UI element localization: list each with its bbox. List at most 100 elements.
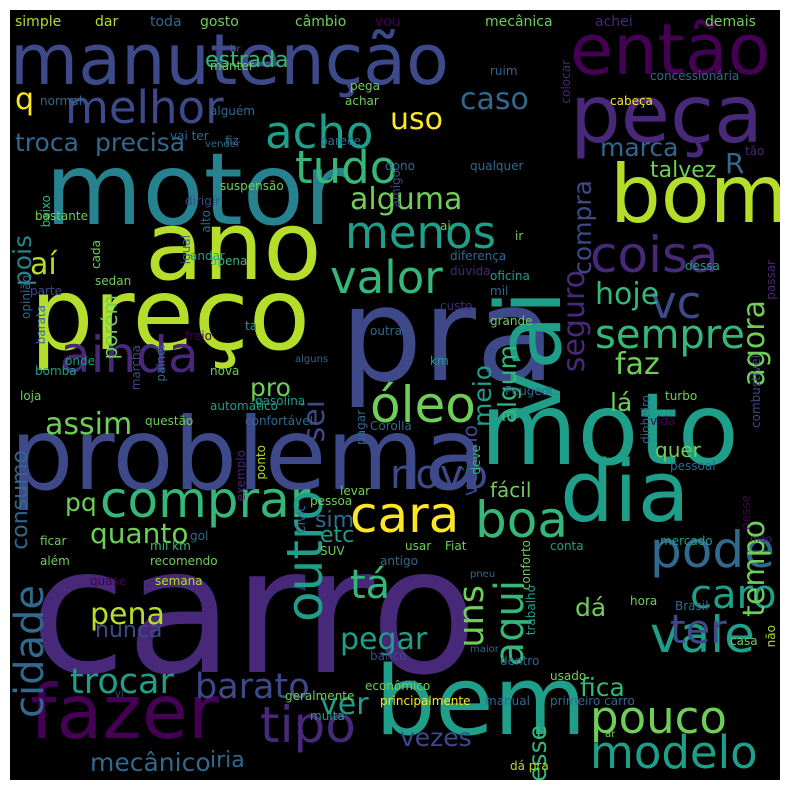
word-quer: quer [655, 438, 701, 462]
word-mil-km: mil km [150, 539, 191, 553]
word-quanto: quanto [90, 517, 189, 550]
word-combustivel: combustível [749, 355, 763, 428]
word-vc: vc [650, 276, 702, 329]
word-gol: gol [190, 529, 209, 543]
word-vai-ter: vai ter [170, 129, 209, 143]
word-ver: ver [320, 687, 369, 722]
word-caro: caro [690, 572, 777, 618]
word-civic: Civic [294, 505, 308, 534]
word-recomendo: recomendo [150, 554, 218, 568]
word-achar: achar [345, 94, 379, 108]
word-manter: manter [210, 59, 254, 73]
word-oleo: óleo [370, 376, 476, 434]
word-ficar: ficar [40, 534, 67, 548]
word-ruim: ruim [490, 64, 518, 78]
word-ar: ar [605, 729, 616, 740]
word-mecanica: mecânica [485, 14, 553, 30]
word-ponto: ponto [254, 445, 268, 480]
word-talvez: talvez [650, 158, 717, 183]
word-sim: sim [315, 508, 355, 533]
word-primeiro-carro: primeiro carro [550, 694, 635, 708]
word-seguro: seguro [557, 270, 592, 373]
word-qualquer: qualquer [470, 159, 524, 173]
word-meio: meio [468, 365, 497, 427]
word-toda: toda [150, 14, 182, 30]
word-moto: moto [480, 371, 739, 488]
word-turbo: turbo [665, 389, 698, 403]
word-pegar: pegar [340, 622, 428, 657]
word-consumo: consumo [10, 450, 33, 550]
word-bem: bem [375, 647, 587, 757]
word-apena: apena [210, 254, 248, 268]
word-principalmente: principalmente [380, 694, 471, 708]
word-gosto: gosto [200, 14, 239, 30]
word-corolla: Corolla [370, 419, 412, 433]
word-pra: pra [340, 259, 556, 411]
word-muita: muita [310, 709, 345, 723]
word-levar: levar [340, 484, 371, 498]
word-pq: pq [65, 488, 97, 517]
word-facil: fácil [490, 478, 532, 502]
word-marca: marca [600, 133, 679, 162]
word-preco: preço [30, 256, 311, 373]
word-menos: menos [345, 206, 497, 259]
word-semana: semana [155, 574, 203, 588]
word-nao: não [764, 625, 778, 648]
word-economico: econômico [365, 679, 431, 693]
word-alto: alto [199, 210, 213, 233]
word-diferenca: diferença [450, 249, 507, 263]
word-iria: iria [210, 748, 245, 773]
word-peugeot: Peugeot [505, 384, 554, 398]
word-etc: etc [320, 523, 355, 548]
word-ta: tá [350, 562, 391, 608]
word-conta: conta [550, 539, 584, 553]
word-cara: cara [350, 486, 460, 544]
word-cambio: câmbio [295, 14, 347, 30]
word-boa: boa [475, 491, 568, 549]
word-exemplo: exemplo [234, 450, 248, 502]
word-q: q [15, 82, 35, 117]
word-automatico: automático [210, 399, 279, 413]
word-da: dá [575, 593, 607, 622]
word-r: R [725, 147, 745, 180]
word-sempre: sempre [595, 312, 745, 358]
word-pessoal: pessoal [670, 459, 716, 473]
word-cidade: cidade [10, 585, 53, 719]
word-br: br [230, 44, 241, 55]
word-duvida: dúvida [450, 264, 491, 278]
word-banco: banco [370, 649, 407, 663]
word-fiat: Fiat [445, 539, 467, 553]
word-trabalho: trabalho [524, 585, 538, 636]
word-amigo: amigo [389, 170, 403, 208]
word-nunca: nunca [95, 618, 163, 643]
word-grande: grande [490, 314, 533, 328]
word-normal: normal [40, 94, 83, 108]
word-quase: quase [90, 574, 127, 588]
word-hora: hora [630, 594, 658, 608]
word-confortavel: confortável [245, 414, 313, 428]
word-nova: nova [210, 364, 240, 378]
word-fiz: fiz [225, 134, 239, 148]
word-barato: barato [195, 667, 310, 707]
word-modelo: modelo [590, 726, 758, 779]
word-mao: mão [750, 534, 772, 545]
word-manutencao: manutenção [10, 19, 449, 101]
word-ir: ir [515, 229, 524, 243]
word-melhor: melhor [65, 81, 224, 134]
word-alguns: alguns [295, 354, 329, 365]
word-alem: além [40, 554, 70, 568]
word-achei: achei [595, 14, 633, 30]
word-suv: SUV [320, 544, 345, 558]
word-compra: compra [568, 180, 597, 275]
word-manual: manual [485, 694, 530, 708]
word-maior: maior [470, 644, 499, 655]
word-ai: ai [440, 219, 451, 233]
word-custo: custo [440, 299, 473, 313]
word-pro: pro [250, 373, 291, 402]
word-mercado: mercado [660, 534, 713, 548]
word-geralmente: geralmente [285, 689, 355, 703]
word-vale: vale [650, 606, 755, 664]
word-tipo: tipo [260, 696, 356, 754]
word-vezes: vezes [400, 723, 472, 752]
word-gasolina: gasolina [255, 394, 306, 408]
